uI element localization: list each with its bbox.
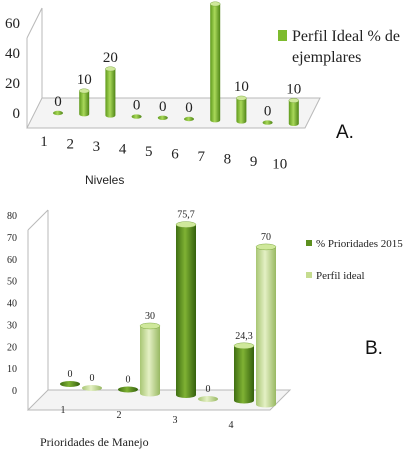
chart-b-data-label: 0 (206, 384, 211, 395)
chart-a-x-tick-label: 2 (66, 137, 74, 153)
chart-a-data-label: 0 (133, 98, 141, 114)
chart-a-axis-edge (26, 7, 43, 39)
chart-a-bar (157, 115, 168, 121)
chart-a-x-tick-label: 4 (119, 142, 127, 158)
chart-b-data-label: 30 (145, 311, 155, 322)
chart-a-bar (209, 1, 221, 123)
chart-a-bar (262, 120, 273, 125)
chart-b-y-tick-label: 40 (7, 299, 17, 310)
chart-a-x-tick-label: 7 (197, 149, 205, 165)
chart-b-y-tick-label: 60 (7, 255, 17, 266)
chart-a-data-label: 0 (159, 99, 167, 115)
chart-b-y-tick-label: 30 (7, 320, 17, 331)
chart-b-axis-edge (27, 209, 49, 231)
chart-b-x-tick-label: 4 (229, 420, 234, 431)
chart-a-data-label: 10 (286, 82, 301, 98)
chart-a-legend-line-2: ejemplares (292, 49, 361, 66)
chart-b-data-label: 0 (90, 373, 95, 384)
chart-a-xlabel: Niveles (85, 173, 124, 187)
chart-a-bar (236, 95, 247, 124)
chart-b-floor (26, 389, 292, 411)
chart-b-bar (118, 386, 138, 393)
chart-a-x-tick-label: 3 (93, 139, 101, 155)
chart-a-bar (131, 114, 142, 119)
chart-a-data-label: 10 (234, 79, 249, 95)
chart-b-bar (175, 221, 197, 398)
chart-a-bars: 010200005010010 (53, 0, 301, 127)
chart-b-y-tick-label: 50 (7, 277, 17, 288)
chart-b-x-tick-label: 3 (173, 415, 178, 426)
chart-b-y-tick-label: 80 (7, 211, 17, 222)
chart-b-bar (82, 385, 102, 391)
chart-b-y-ticks: 0 10 20 30 40 50 60 70 80 (7, 211, 17, 397)
chart-a-x-tick-label: 8 (224, 152, 232, 168)
chart-b-legend-label-1: % Prioridades 2015 (316, 238, 403, 250)
chart-a-data-label: 0 (54, 94, 62, 110)
chart-a-bar (78, 88, 90, 117)
chart-a-y-tick-label: 0 (13, 106, 21, 122)
chart-b-panel-label: B. (365, 338, 383, 359)
chart-a-data-label: 50 (208, 0, 223, 1)
chart-a-legend-swatch (278, 30, 287, 41)
chart-b-y-tick-label: 10 (7, 364, 17, 375)
chart-b-legend-swatch-2 (306, 272, 312, 278)
chart-b-legend-swatch-1 (306, 240, 312, 246)
chart-b-bar (198, 396, 218, 402)
chart-b-bar (255, 243, 277, 408)
chart-a-x-tick-label: 6 (171, 147, 179, 163)
chart-b-legend-label-2: Perfil ideal (316, 270, 365, 282)
chart-a-x-tick-label: 5 (145, 144, 153, 160)
chart-a-data-label: 20 (103, 50, 118, 66)
chart-b-bar (60, 381, 80, 387)
chart-a-x-tick-label: 9 (250, 154, 258, 170)
chart-a-panel-label: A. (336, 122, 354, 143)
chart-b-data-label: 70 (261, 232, 271, 243)
chart-a-y-tick-label: 40 (5, 46, 20, 62)
chart-a-x-tick-label: 1 (40, 134, 48, 150)
chart-a-data-label: 0 (185, 100, 193, 116)
chart-b-y-tick-label: 0 (12, 386, 17, 397)
chart-b-bar (139, 322, 161, 397)
chart-b-xlabel: Prioridades de Manejo (40, 435, 149, 449)
chart-b-data-label: 75,7 (177, 210, 195, 221)
chart-b-y-tick-label: 20 (7, 342, 17, 353)
chart-a-data-label: 10 (77, 72, 92, 88)
chart-a-y-ticks: 0 20 40 60 (5, 16, 20, 122)
chart-a-bar (105, 66, 116, 118)
chart-b-bar (233, 342, 255, 404)
chart-a-bar (53, 110, 63, 116)
chart-b-x-ticks: 1 2 3 4 (61, 405, 234, 431)
chart-a-floor (26, 97, 321, 129)
chart-a-bar (288, 98, 299, 127)
chart-b-data-label: 0 (68, 369, 73, 380)
chart-a-y-tick-label: 60 (5, 16, 20, 32)
chart-b-data-label: 0 (126, 375, 131, 386)
chart-b-data-label: 24,3 (235, 331, 253, 342)
chart-b-y-tick-label: 70 (7, 233, 17, 244)
chart-a-y-tick-label: 20 (5, 76, 20, 92)
chart-a-legend-line-1: Perfil Ideal % de (292, 28, 400, 45)
chart-a-x-tick-label: 10 (272, 157, 287, 173)
chart-a-data-label: 0 (264, 104, 272, 120)
chart-b-bars: 0 0 0 30 75,7 0 24,3 70 (60, 210, 277, 408)
chart-b-x-tick-label: 2 (117, 410, 122, 421)
chart-a-x-ticks: 1 2 3 4 5 6 7 8 9 10 (40, 134, 287, 173)
chart-a-bar (184, 116, 194, 122)
chart-b-x-tick-label: 1 (61, 405, 66, 416)
